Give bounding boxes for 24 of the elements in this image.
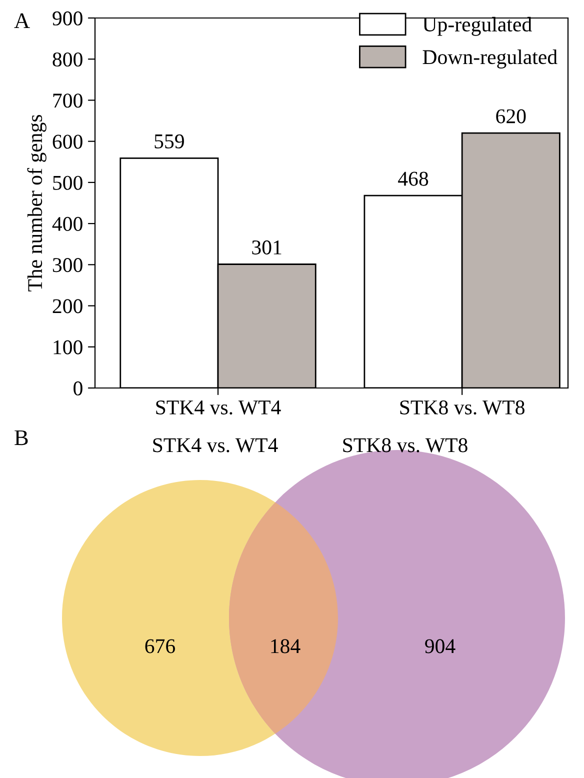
y-tick-label: 700 [53, 94, 82, 108]
category-label: STK8 vs. WT8 [343, 438, 468, 452]
legend-label: Up-regulated [422, 16, 532, 36]
y-tick-label: 800 [52, 52, 82, 67]
data-label: 301 [252, 240, 282, 254]
y-axis-title: The number of gengs [27, 114, 46, 292]
y-tick-label: 300 [52, 258, 82, 272]
y-tick-label: 500 [53, 176, 82, 190]
legend-label: Down-regulated [422, 49, 558, 68]
data-label: 676 [145, 639, 176, 654]
y-tick-label: 200 [52, 299, 82, 314]
data-label: 559 [154, 134, 184, 148]
data-label: 184 [271, 639, 300, 654]
y-tick-label: 900 [52, 11, 82, 26]
category-label: STK4 vs. WT4 [153, 438, 278, 452]
y-tick-label: 100 [54, 340, 82, 354]
data-label: 620 [496, 109, 526, 124]
y-tick-label: 400 [52, 216, 82, 231]
data-label: 904 [425, 639, 456, 654]
data-label: 468 [398, 172, 428, 186]
text: B [14, 430, 28, 446]
y-tick-label: 0 [74, 381, 82, 396]
y-tick-label: 600 [52, 134, 82, 149]
text: A [14, 13, 30, 28]
